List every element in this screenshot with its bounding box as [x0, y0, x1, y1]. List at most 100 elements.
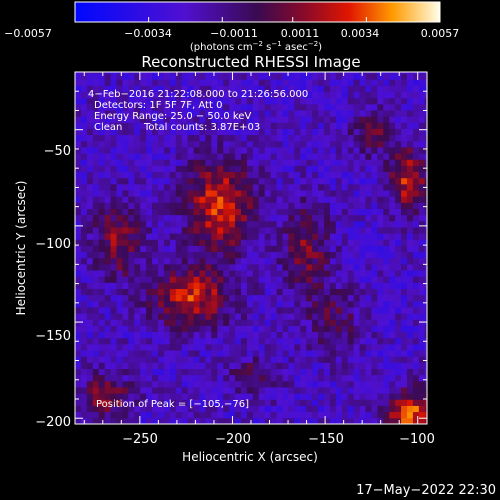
heatmap-cell — [152, 276, 159, 283]
heatmap-cell — [152, 387, 159, 394]
heatmap-cell — [406, 294, 414, 302]
heatmap-cell — [193, 190, 200, 197]
heatmap-cell — [412, 325, 420, 333]
heatmap-cell — [169, 393, 177, 400]
heatmap-cell — [229, 159, 236, 166]
heatmap-cell — [318, 337, 325, 345]
heatmap-cell — [395, 214, 402, 222]
heatmap-cell — [217, 72, 224, 74]
heatmap-cell — [110, 337, 117, 345]
heatmap-cell — [264, 85, 272, 93]
heatmap-cell — [353, 97, 360, 105]
heatmap-cell — [169, 276, 177, 283]
heatmap-cell — [365, 153, 372, 160]
heatmap-cell — [389, 85, 396, 93]
heatmap-cell — [205, 165, 212, 173]
heatmap-cell — [158, 417, 165, 424]
heatmap-cell — [193, 140, 200, 148]
heatmap-cell — [169, 227, 177, 234]
heatmap-cell — [86, 343, 94, 351]
heatmap-cell — [306, 239, 313, 246]
heatmap-cell — [217, 79, 224, 86]
heatmap-cell — [246, 153, 254, 160]
heatmap-cell — [193, 227, 200, 234]
heatmap-cell — [412, 233, 420, 240]
heatmap-cell — [80, 73, 88, 80]
heatmap-cell — [80, 343, 88, 351]
heatmap-cell — [300, 134, 307, 142]
heatmap-cell — [134, 405, 141, 413]
heatmap-cell — [329, 165, 337, 173]
heatmap-cell — [223, 159, 230, 166]
heatmap-cell — [223, 140, 230, 148]
heatmap-cell — [134, 239, 141, 246]
heatmap-cell — [406, 110, 414, 117]
heatmap-cell — [75, 91, 82, 99]
heatmap-cell — [211, 251, 218, 259]
heatmap-cell — [395, 147, 402, 154]
heatmap-cell — [211, 153, 218, 160]
heatmap-cell — [241, 171, 248, 179]
heatmap-cell — [401, 177, 408, 185]
heatmap-cell — [181, 79, 189, 86]
heatmap-cell — [389, 399, 396, 406]
heatmap-cell — [288, 128, 295, 136]
heatmap-cell — [312, 368, 319, 376]
heatmap-cell — [323, 190, 331, 197]
heatmap-cell — [98, 196, 106, 203]
heatmap-cell — [104, 257, 111, 265]
heatmap-cell — [258, 153, 266, 160]
heatmap-cell — [288, 387, 295, 394]
heatmap-cell — [377, 122, 384, 129]
heatmap-cell — [104, 103, 111, 111]
heatmap-cell — [134, 73, 141, 80]
heatmap-cell — [335, 411, 343, 419]
heatmap-cell — [86, 227, 94, 234]
heatmap-cell — [246, 417, 254, 424]
heatmap-cell — [312, 165, 319, 173]
heatmap-cell — [353, 331, 360, 339]
heatmap-cell — [199, 245, 206, 253]
heatmap-cell — [199, 368, 206, 376]
heatmap-cell — [181, 257, 189, 265]
heatmap-cell — [371, 374, 378, 382]
heatmap-cell — [395, 337, 402, 345]
heatmap-cell — [217, 91, 224, 99]
heatmap-cell — [264, 251, 272, 259]
heatmap-cell — [181, 122, 189, 129]
heatmap-cell — [395, 399, 402, 406]
heatmap-cell — [199, 91, 206, 99]
heatmap-cell — [359, 116, 366, 123]
heatmap-cell — [80, 134, 88, 142]
heatmap-cell — [252, 171, 260, 179]
heatmap-cell — [365, 214, 372, 222]
heatmap-cell — [246, 116, 254, 123]
heatmap-cell — [282, 91, 289, 99]
heatmap-cell — [193, 72, 200, 74]
heatmap-cell — [116, 313, 123, 320]
heatmap-cell — [92, 417, 100, 424]
heatmap-cell — [235, 350, 242, 357]
heatmap-cell — [276, 220, 283, 228]
heatmap-cell — [104, 374, 111, 382]
heatmap-cell — [424, 276, 427, 283]
heatmap-cell — [134, 122, 141, 129]
heatmap-cell — [158, 325, 165, 333]
heatmap-cell — [235, 374, 242, 382]
heatmap-cell — [152, 116, 159, 123]
heatmap-cell — [306, 103, 313, 111]
heatmap-cell — [365, 350, 372, 357]
heatmap-cell — [246, 393, 254, 400]
axis-ticks — [75, 71, 427, 424]
heatmap-cell — [169, 288, 177, 296]
heatmap-cell — [389, 159, 396, 166]
heatmap-cell — [353, 374, 360, 382]
heatmap-cell — [75, 165, 82, 173]
heatmap-cell — [246, 239, 254, 246]
heatmap-cell — [329, 202, 337, 209]
heatmap-cell — [252, 374, 260, 382]
heatmap-cell — [246, 165, 254, 173]
heatmap-cell — [359, 374, 366, 382]
heatmap-cell — [205, 85, 212, 93]
heatmap-cell — [347, 214, 355, 222]
